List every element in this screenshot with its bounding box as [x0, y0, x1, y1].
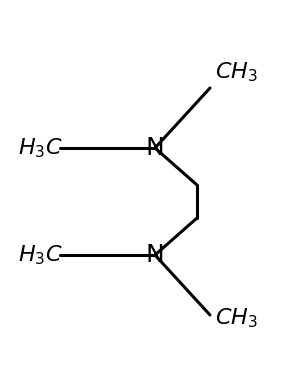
Text: N: N — [146, 136, 164, 160]
Text: $CH_3$: $CH_3$ — [215, 60, 258, 84]
Text: $H_3C$: $H_3C$ — [18, 243, 63, 267]
Text: $CH_3$: $CH_3$ — [215, 306, 258, 330]
Text: $H_3C$: $H_3C$ — [18, 136, 63, 160]
Text: N: N — [146, 243, 164, 267]
